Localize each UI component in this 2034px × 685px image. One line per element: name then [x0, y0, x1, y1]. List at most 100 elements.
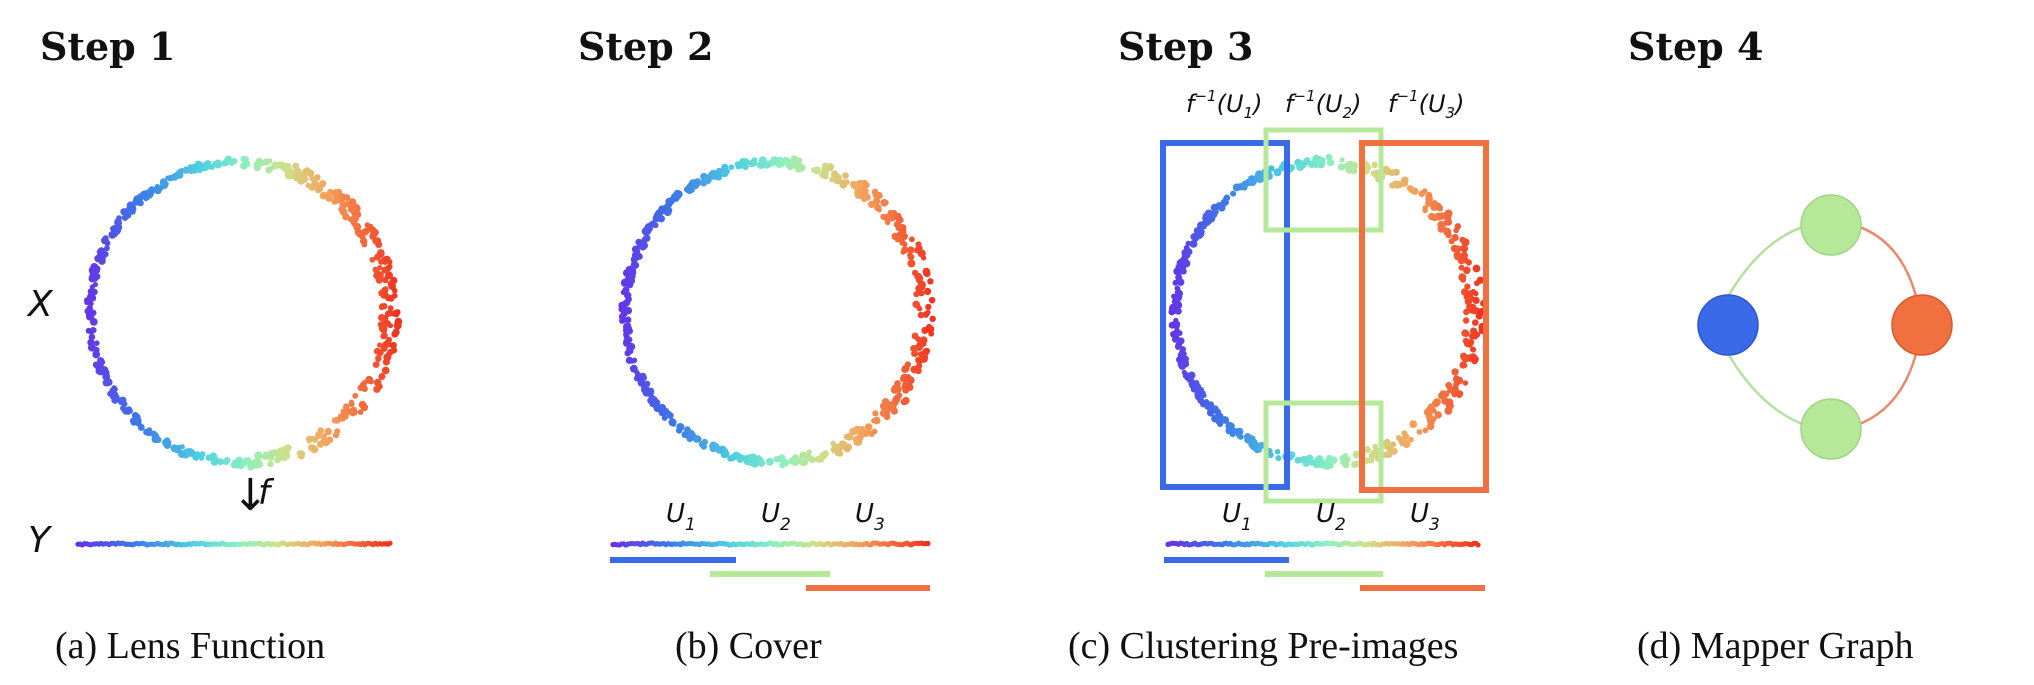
- data-point: [880, 199, 888, 207]
- data-point: [859, 190, 867, 198]
- data-point: [1408, 436, 1414, 443]
- data-point: [1298, 160, 1304, 167]
- data-point: [876, 207, 882, 213]
- data-point: [872, 192, 879, 199]
- graph-node-right: [1891, 294, 1953, 356]
- lens-arrow-icon: ↓: [232, 470, 269, 521]
- lens-point: [387, 540, 393, 546]
- data-point: [658, 205, 666, 213]
- data-point: [910, 345, 918, 352]
- data-point: [1474, 280, 1480, 287]
- data-point: [378, 373, 386, 380]
- data-point: [871, 428, 878, 435]
- data-point: [230, 461, 238, 469]
- data-point: [861, 196, 867, 203]
- data-point: [1365, 164, 1372, 171]
- data-point: [917, 311, 925, 319]
- step-title: Step 1: [40, 24, 175, 69]
- data-point: [636, 253, 643, 260]
- data-point: [1227, 422, 1235, 430]
- data-point: [1472, 264, 1481, 273]
- data-point: [1205, 403, 1212, 409]
- data-point: [906, 384, 914, 391]
- data-point: [822, 162, 829, 169]
- data-point: [1464, 298, 1473, 306]
- data-point: [625, 266, 633, 273]
- data-point: [320, 437, 328, 445]
- data-point: [913, 291, 920, 298]
- data-point: [1431, 214, 1439, 222]
- data-point: [902, 396, 910, 405]
- cover-interval-u3: [1360, 585, 1485, 591]
- data-point: [161, 178, 167, 184]
- data-point: [1470, 346, 1476, 352]
- data-point: [383, 255, 391, 264]
- panel-caption: (c) Clustering Pre-images: [1068, 625, 1458, 667]
- data-point: [209, 452, 218, 460]
- cover-interval-u2: [1265, 571, 1383, 577]
- data-point: [771, 160, 777, 166]
- data-point: [926, 325, 935, 333]
- data-point: [799, 459, 806, 466]
- data-point: [849, 427, 857, 436]
- data-point: [1401, 438, 1407, 445]
- data-point: [1255, 170, 1263, 178]
- data-point: [145, 190, 154, 199]
- data-point: [884, 408, 890, 415]
- data-point: [1352, 450, 1361, 459]
- data-point: [907, 259, 916, 268]
- data-point: [1175, 294, 1182, 302]
- data-point: [915, 367, 922, 375]
- data-point: [695, 435, 702, 443]
- data-point: [664, 208, 672, 216]
- data-point: [779, 462, 785, 469]
- data-point: [1182, 259, 1191, 268]
- data-point: [925, 303, 932, 311]
- data-point: [392, 309, 400, 318]
- space-y-label: Y: [28, 520, 53, 561]
- data-point: [391, 287, 398, 294]
- data-point: [791, 454, 800, 462]
- data-point: [1439, 390, 1448, 398]
- data-point: [872, 416, 881, 425]
- data-point: [1274, 449, 1281, 455]
- data-point: [629, 358, 635, 364]
- data-point: [140, 190, 147, 198]
- data-point: [864, 423, 873, 431]
- data-point: [1382, 452, 1389, 458]
- data-point: [1189, 240, 1198, 248]
- data-point: [86, 311, 94, 319]
- data-point: [1228, 428, 1235, 434]
- data-point: [386, 336, 392, 343]
- data-point: [854, 189, 861, 196]
- data-point: [630, 261, 638, 269]
- data-point: [637, 378, 646, 387]
- data-point: [373, 385, 381, 393]
- data-point: [1464, 283, 1471, 290]
- data-point: [391, 292, 398, 299]
- data-point: [1401, 430, 1408, 437]
- data-point: [842, 172, 849, 179]
- data-point: [381, 266, 389, 274]
- data-point: [1456, 252, 1462, 258]
- data-point: [858, 430, 865, 438]
- data-point: [295, 173, 303, 181]
- graph-node-left: [1697, 294, 1759, 356]
- data-point: [303, 167, 311, 175]
- data-point: [377, 249, 385, 257]
- data-point: [1201, 223, 1207, 230]
- data-point: [1177, 278, 1185, 286]
- data-point: [897, 217, 904, 224]
- cover-label-u2: U2: [761, 499, 791, 535]
- data-point: [370, 231, 377, 239]
- data-point: [292, 162, 300, 170]
- data-point: [1458, 273, 1467, 282]
- data-point: [919, 336, 928, 345]
- data-point: [924, 347, 931, 354]
- cover-label-u2: U2: [1316, 499, 1346, 535]
- data-point: [1451, 390, 1459, 398]
- data-point: [386, 263, 393, 270]
- data-point: [1437, 212, 1446, 220]
- data-point: [916, 245, 923, 252]
- data-point: [310, 445, 319, 454]
